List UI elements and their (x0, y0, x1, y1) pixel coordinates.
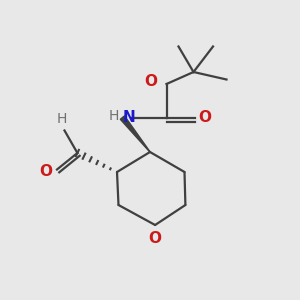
Text: H: H (108, 110, 119, 123)
Text: O: O (145, 74, 158, 88)
Text: H: H (56, 112, 67, 126)
Text: O: O (40, 164, 52, 178)
Text: O: O (198, 110, 211, 124)
Text: N: N (123, 110, 136, 124)
Polygon shape (120, 116, 150, 152)
Text: O: O (148, 231, 162, 246)
